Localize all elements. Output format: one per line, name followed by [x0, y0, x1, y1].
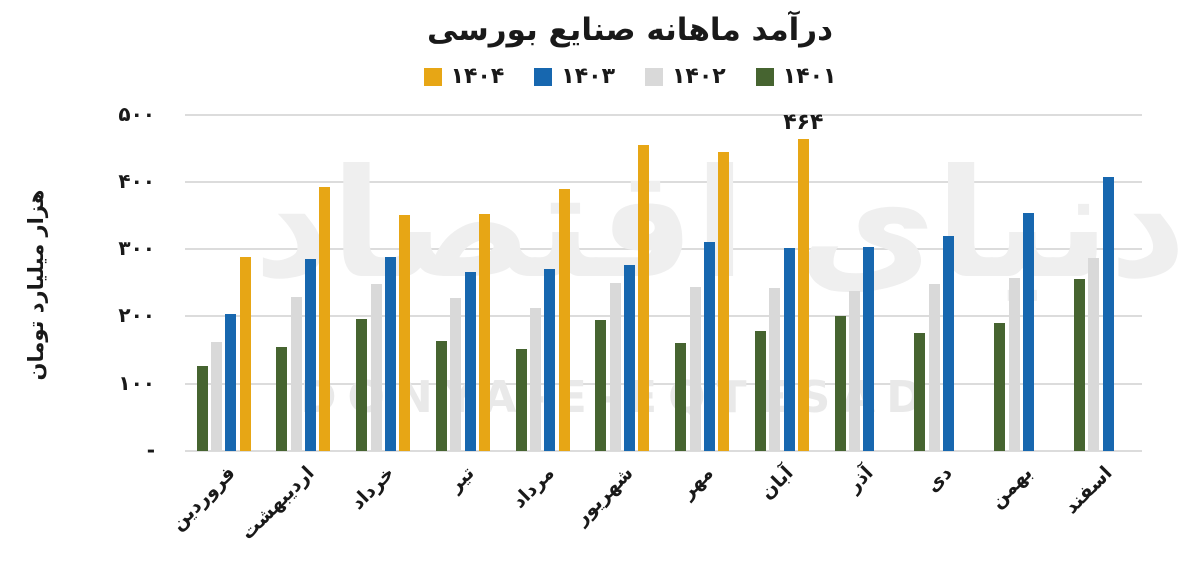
bar-1403-فروردین — [225, 314, 237, 451]
legend-swatch-icon — [645, 68, 663, 86]
bar-1402-آذر — [849, 290, 860, 451]
bar-1404-مهر — [718, 152, 730, 451]
y-tick-100: ۱۰۰ — [118, 370, 155, 395]
x-tick-فروردین: فروردین — [166, 462, 240, 535]
gridline-400 — [185, 180, 1142, 183]
bar-1403-آذر — [863, 247, 875, 451]
y-tick-500: ۵۰۰ — [118, 101, 155, 126]
bar-1401-بهمن — [994, 323, 1006, 451]
bar-1402-اسفند — [1088, 257, 1100, 451]
gridline-300 — [185, 248, 1142, 251]
x-tick-آذر: آذر — [842, 462, 878, 497]
x-tick-اسفند: اسفند — [1060, 462, 1117, 519]
bar-1403-مهر — [703, 242, 715, 451]
bar-1402-دی — [928, 284, 940, 451]
legend-label: ۱۴۰۴ — [450, 64, 505, 89]
y-axis-title: هزار میلیارد تومان — [24, 189, 48, 381]
legend-item-۱۴۰۳: ۱۴۰۳ — [534, 66, 615, 88]
bar-1401-خرداد — [356, 319, 368, 451]
x-tick-تیر: تیر — [443, 462, 479, 497]
bar-1403-اسفند — [1102, 177, 1114, 451]
bar-1402-اردیبهشت — [290, 296, 302, 451]
bar-1403-خرداد — [384, 256, 396, 451]
bar-1401-مهر — [675, 343, 687, 451]
legend: ۱۴۰۴ ۱۴۰۳ ۱۴۰۲ ۱۴۰۱ — [60, 66, 1200, 88]
bar-1402-بهمن — [1008, 278, 1020, 451]
legend-item-۱۴۰۲: ۱۴۰۲ — [645, 66, 726, 88]
x-tick-شهریور: شهریور — [570, 462, 638, 530]
y-tick-300: ۳۰۰ — [118, 236, 155, 261]
y-tick-200: ۲۰۰ — [118, 303, 155, 328]
bar-1402-فروردین — [211, 341, 222, 451]
y-tick-400: ۴۰۰ — [118, 168, 155, 193]
gridline-100 — [185, 382, 1142, 385]
legend-item-۱۴۰۴: ۱۴۰۴ — [423, 64, 505, 89]
bar-1401-آبان — [754, 331, 766, 451]
y-tick-0: - — [146, 438, 155, 463]
bar-1404-فروردین — [239, 256, 251, 451]
bar-1401-شهریور — [595, 319, 607, 451]
x-tick-اردیبهشت: اردیبهشت — [236, 462, 319, 545]
x-tick-آبان: آبان — [755, 462, 798, 504]
bar-1404-مرداد — [558, 189, 570, 451]
bar-1403-دی — [943, 236, 955, 451]
legend-swatch-icon — [755, 68, 774, 86]
legend-label: ۱۴۰۲ — [672, 64, 726, 89]
x-tick-خرداد: خرداد — [346, 462, 399, 514]
chart-title: درآمد ماهانه صنایع بورسی — [426, 12, 834, 48]
x-tick-مهر: مهر — [676, 462, 718, 504]
x-tick-دی: دی — [922, 462, 957, 497]
bar-1403-مرداد — [544, 269, 556, 451]
bar-1402-شهریور — [609, 282, 621, 451]
bar-1403-اردیبهشت — [305, 259, 317, 451]
bar-1402-آبان — [769, 288, 781, 451]
bar-1404-تیر — [478, 214, 490, 451]
bar-1402-مرداد — [530, 308, 541, 451]
bar-1403-شهریور — [624, 264, 636, 451]
legend-item-۱۴۰۱: ۱۴۰۱ — [755, 64, 837, 89]
bar-1402-تیر — [450, 298, 462, 451]
gridline-200 — [185, 315, 1142, 318]
legend-swatch-icon — [423, 68, 442, 86]
bar-value-label: ۴۶۴ — [783, 109, 824, 135]
gridline-500 — [185, 113, 1142, 116]
bar-1403-آبان — [783, 247, 795, 451]
bar-1402-خرداد — [370, 284, 382, 451]
bar-1402-مهر — [689, 287, 701, 451]
gridline-0 — [185, 450, 1142, 452]
bar-1403-تیر — [464, 271, 476, 451]
bar-1401-دی — [914, 333, 926, 451]
bar-1404-خرداد — [399, 215, 411, 451]
bar-1401-آذر — [834, 315, 846, 451]
x-tick-بهمن: بهمن — [986, 462, 1037, 513]
legend-label: ۱۴۰۱ — [782, 64, 837, 89]
legend-label: ۱۴۰۳ — [561, 64, 615, 89]
bar-1404-شهریور — [638, 144, 650, 451]
x-tick-مرداد: مرداد — [507, 462, 559, 513]
bar-1404-اردیبهشت — [319, 186, 331, 451]
bar-1401-مرداد — [515, 348, 527, 451]
bar-1401-اسفند — [1073, 278, 1085, 451]
bar-1401-فروردین — [196, 366, 208, 451]
legend-swatch-icon — [534, 68, 553, 86]
bar-1401-اردیبهشت — [276, 347, 288, 451]
bar-1401-تیر — [435, 340, 447, 451]
bar-1404-آبان — [797, 138, 809, 451]
bar-1403-بهمن — [1022, 213, 1034, 451]
